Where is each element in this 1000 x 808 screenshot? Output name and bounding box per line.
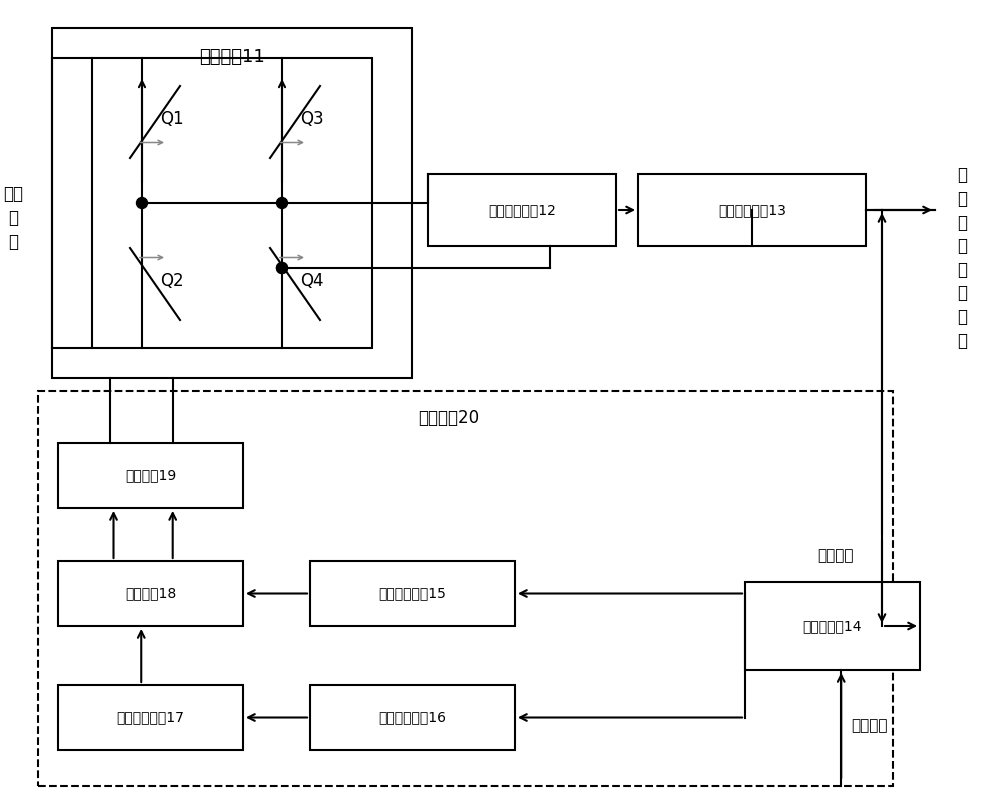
Text: 控制模块20: 控制模块20 xyxy=(418,409,479,427)
Text: 谐振变换电路12: 谐振变换电路12 xyxy=(488,203,556,217)
Circle shape xyxy=(276,197,288,208)
FancyBboxPatch shape xyxy=(58,685,243,750)
Circle shape xyxy=(276,263,288,273)
Text: Q2: Q2 xyxy=(160,271,184,289)
Text: Q4: Q4 xyxy=(300,271,324,289)
Text: Q3: Q3 xyxy=(300,110,324,128)
FancyBboxPatch shape xyxy=(92,58,372,348)
FancyBboxPatch shape xyxy=(310,685,515,750)
Text: 脉冲发送电路17: 脉冲发送电路17 xyxy=(117,710,184,725)
Text: 调节控制器14: 调节控制器14 xyxy=(803,619,862,633)
Text: 频率运算电路16: 频率运算电路16 xyxy=(378,710,446,725)
Text: 输
出
工
作
电
压
电
流: 输 出 工 作 电 压 电 流 xyxy=(957,166,967,350)
Text: 驱动电路19: 驱动电路19 xyxy=(125,469,176,482)
Text: Q1: Q1 xyxy=(160,110,184,128)
FancyBboxPatch shape xyxy=(58,443,243,508)
Text: 预设信号: 预设信号 xyxy=(851,718,888,734)
FancyBboxPatch shape xyxy=(745,582,920,670)
Text: 相位运算电路15: 相位运算电路15 xyxy=(379,587,446,600)
Circle shape xyxy=(136,197,148,208)
FancyBboxPatch shape xyxy=(638,174,866,246)
FancyBboxPatch shape xyxy=(310,561,515,626)
Text: 输入
电
压: 输入 电 压 xyxy=(3,185,23,250)
Text: 反馈信号: 反馈信号 xyxy=(817,549,853,563)
FancyBboxPatch shape xyxy=(52,28,412,378)
Text: 相位电路18: 相位电路18 xyxy=(125,587,176,600)
FancyBboxPatch shape xyxy=(38,391,893,786)
Text: 整流滤波电路13: 整流滤波电路13 xyxy=(718,203,786,217)
FancyBboxPatch shape xyxy=(428,174,616,246)
FancyBboxPatch shape xyxy=(58,561,243,626)
Circle shape xyxy=(276,263,288,273)
Text: 全桥电路11: 全桥电路11 xyxy=(199,48,265,66)
